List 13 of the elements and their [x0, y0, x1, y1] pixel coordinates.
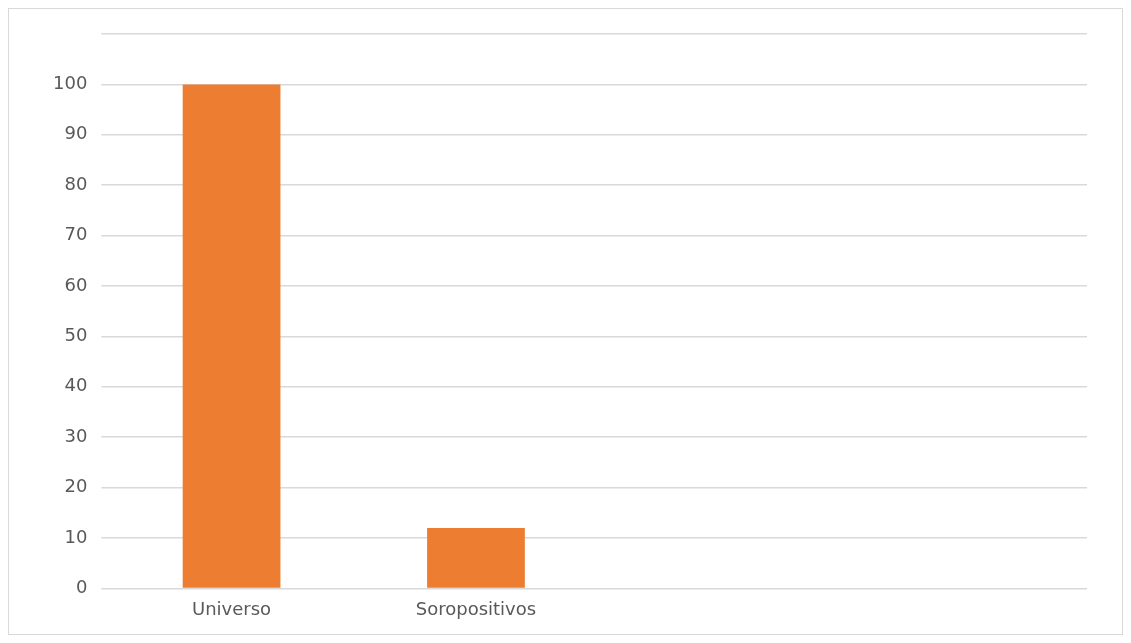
x-tick-label: Soropositivos [415, 597, 537, 619]
x-tick-label: Universo [192, 597, 272, 619]
y-tick-label: 20 [64, 475, 88, 497]
y-tick-label: 30 [64, 424, 88, 446]
y-tick-label: 10 [64, 525, 88, 547]
y-tick-label: 40 [64, 374, 88, 396]
y-tick-label: 90 [64, 122, 88, 144]
y-tick-label: 80 [64, 172, 88, 194]
y-tick-label: 0 [75, 576, 88, 598]
y-tick-label: 100 [53, 72, 88, 94]
y-tick-label: 70 [64, 223, 88, 245]
y-tick-label: 60 [64, 273, 88, 295]
y-tick-label: 50 [64, 324, 88, 346]
